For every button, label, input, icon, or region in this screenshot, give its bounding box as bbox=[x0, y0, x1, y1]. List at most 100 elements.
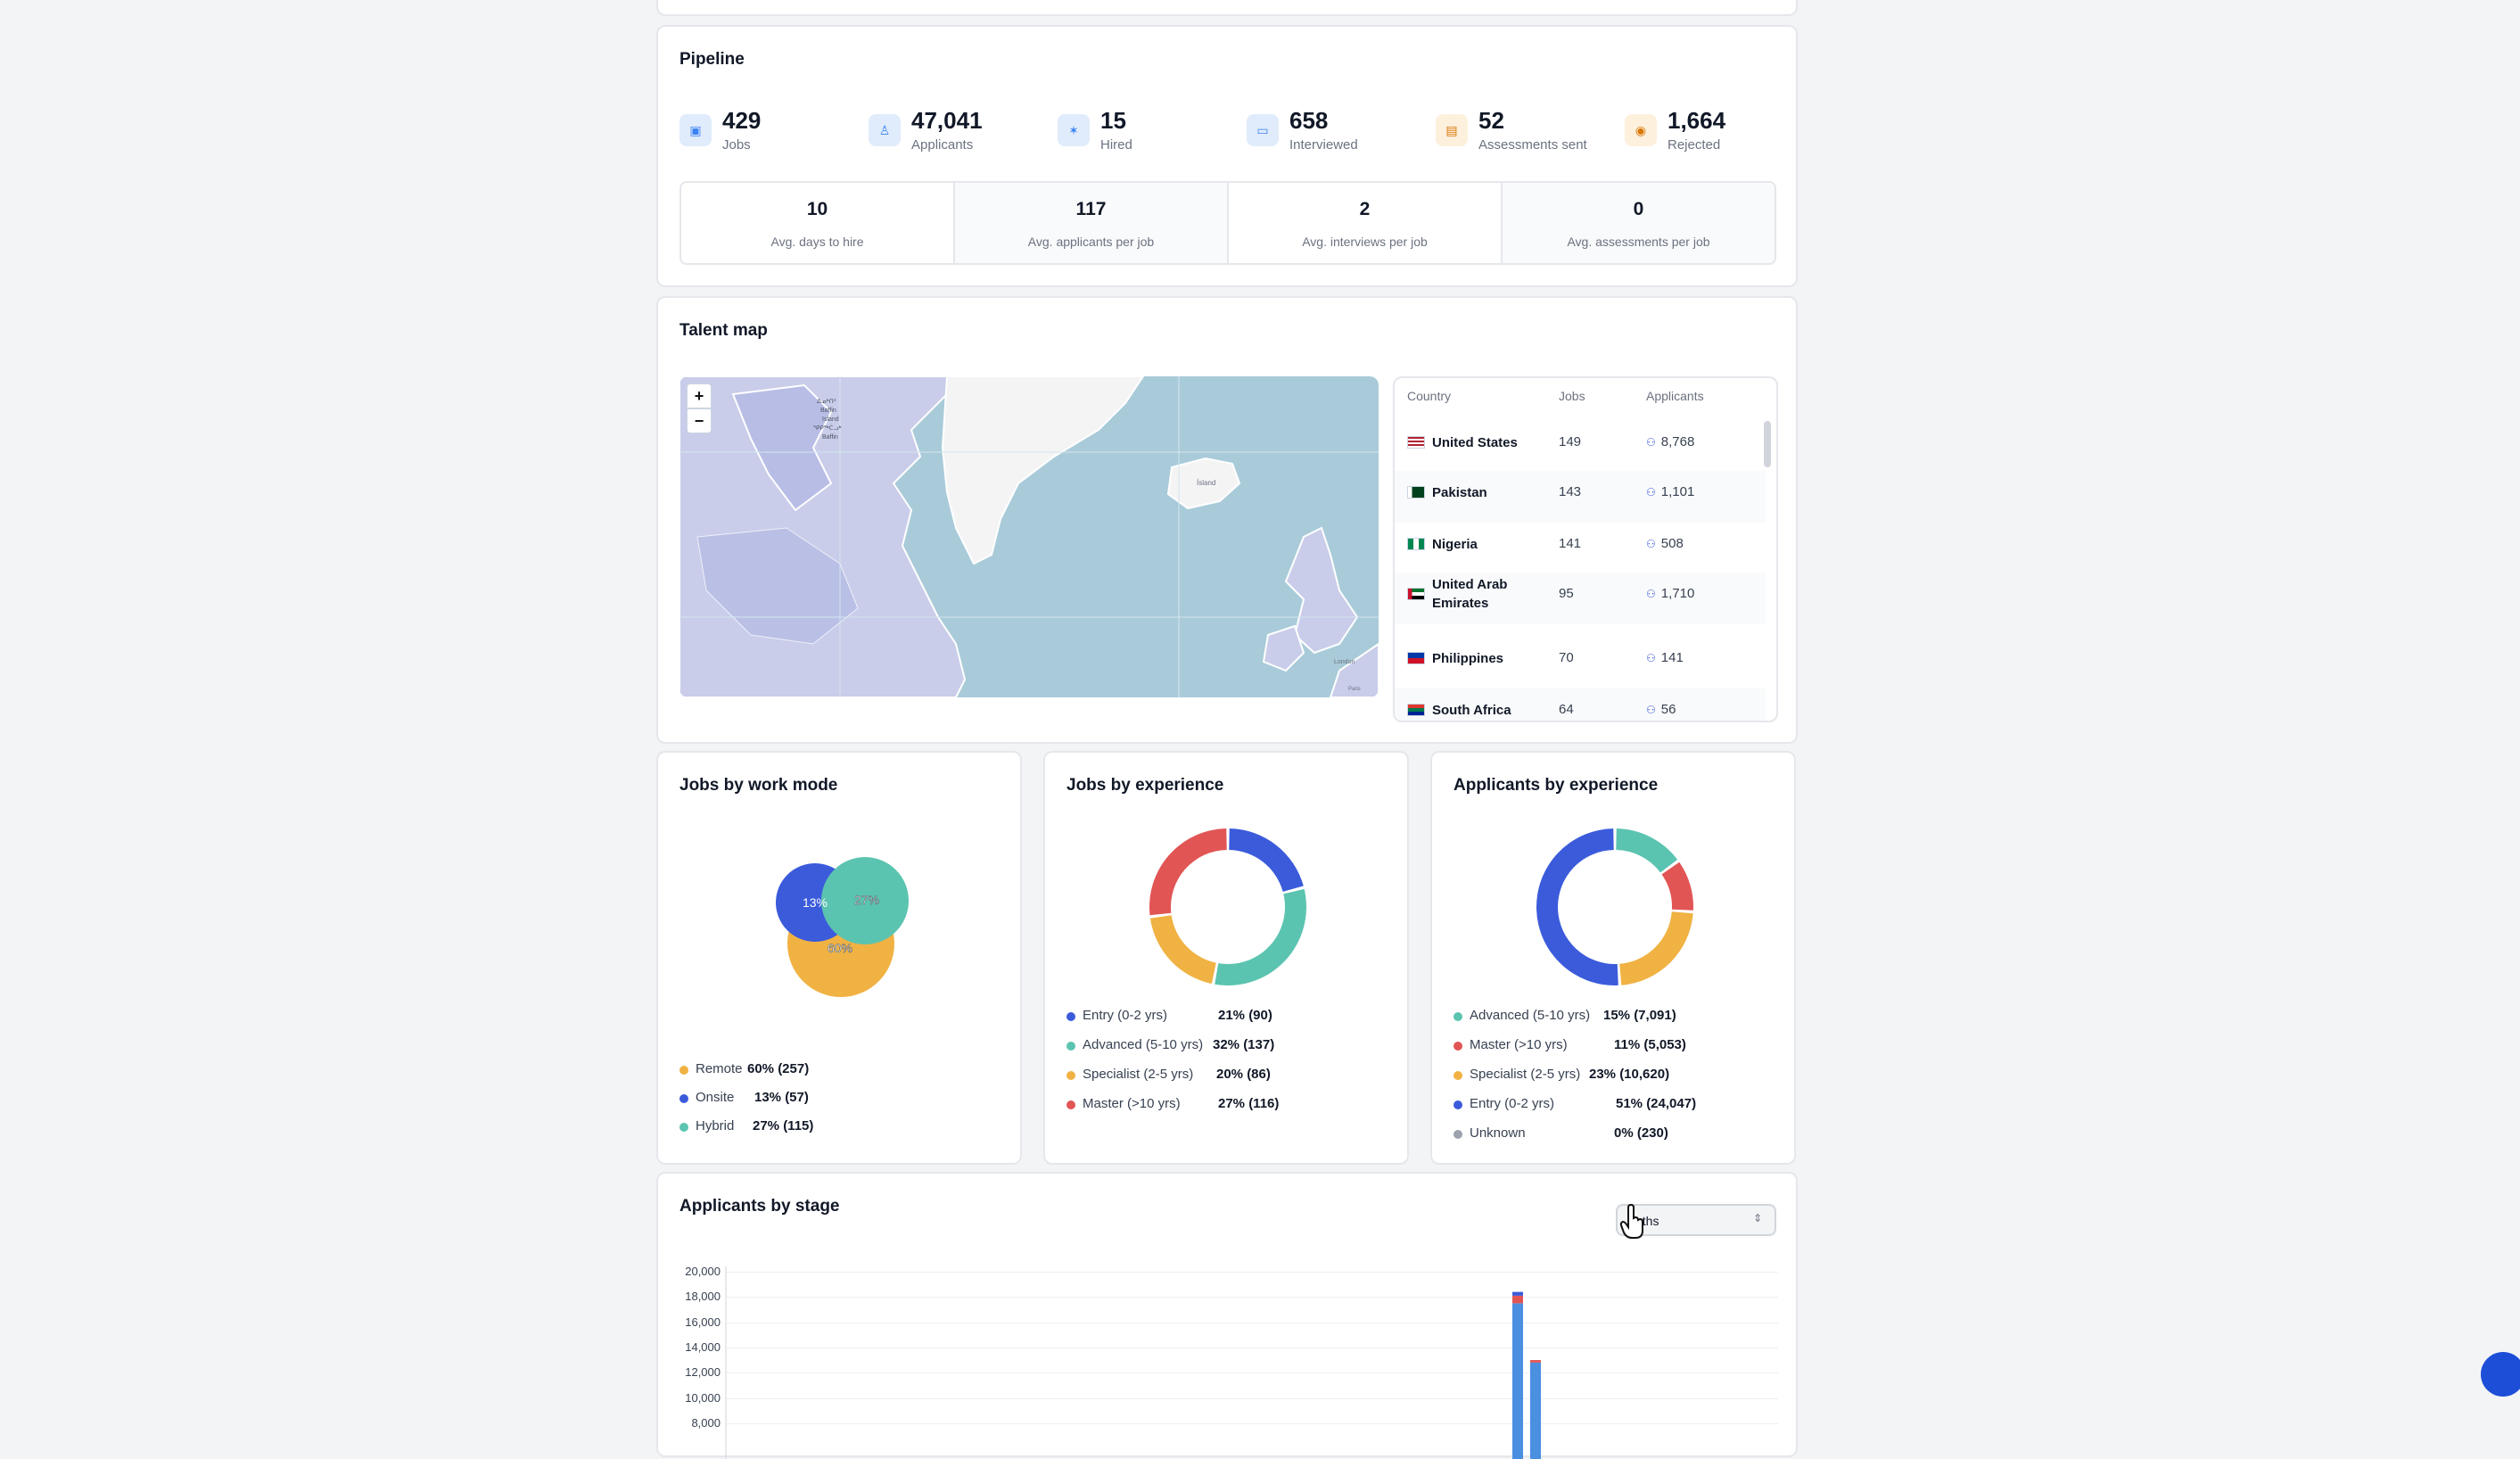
map-label-london: London bbox=[1334, 659, 1355, 665]
average-value: 2 bbox=[1359, 199, 1371, 219]
legend-value: 27% (116) bbox=[1218, 1096, 1280, 1111]
legend-swatch bbox=[1066, 1100, 1075, 1109]
legend-swatch bbox=[1066, 1042, 1075, 1051]
average-label: Avg. applicants per job bbox=[1027, 235, 1155, 249]
country-applicants-cell: ⚇ 508 bbox=[1646, 536, 1684, 551]
average-cell: 2 Avg. interviews per job bbox=[1229, 183, 1503, 263]
filter-bar bbox=[656, 0, 1798, 16]
country-jobs: 141 bbox=[1559, 536, 1582, 551]
legend-value: 20% (86) bbox=[1216, 1067, 1271, 1082]
donut-slice[interactable] bbox=[1215, 888, 1306, 985]
table-row[interactable]: Nigeria 141 ⚇ 508 bbox=[1395, 523, 1766, 574]
map-canvas: Ísland London ᐃᓄᒃᑎᑦ Baffin Island ᕿᑭᖅᑖᓗᒃ… bbox=[679, 376, 1379, 697]
stat-label: Jobs bbox=[722, 137, 751, 152]
flag-icon bbox=[1407, 538, 1425, 550]
talent-map-title: Talent map bbox=[679, 321, 768, 340]
stage-bar-segment[interactable] bbox=[1512, 1291, 1523, 1296]
hybrid-bubble[interactable] bbox=[821, 857, 909, 944]
legend-swatch bbox=[1066, 1012, 1075, 1021]
stat-label: Interviewed bbox=[1289, 137, 1358, 152]
stat-value: 47,041 bbox=[911, 107, 983, 134]
chat-launcher-button[interactable] bbox=[2481, 1352, 2520, 1397]
donut-slice[interactable] bbox=[1661, 861, 1693, 911]
country-applicants: 8,768 bbox=[1660, 434, 1695, 449]
gridline bbox=[726, 1397, 1778, 1399]
stage-bar-segment[interactable] bbox=[1530, 1362, 1541, 1459]
average-cell: 0 Avg. assessments per job bbox=[1503, 183, 1775, 263]
world-map[interactable]: Ísland London ᐃᓄᒃᑎᑦ Baffin Island ᕿᑭᖅᑖᓗᒃ… bbox=[679, 376, 1379, 697]
legend-label: Onsite bbox=[696, 1090, 735, 1105]
map-label: ᐃᓄᒃᑎᑦ bbox=[817, 399, 836, 405]
zoom-out-button[interactable]: − bbox=[687, 408, 712, 433]
legend-label: Master (>10 yrs) bbox=[1083, 1096, 1181, 1111]
donut-slice[interactable] bbox=[1619, 911, 1693, 985]
hudson-area bbox=[696, 527, 859, 645]
map-label: Baffin bbox=[822, 434, 838, 441]
baffin-island bbox=[731, 383, 833, 512]
country-applicants: 1,101 bbox=[1660, 484, 1695, 499]
y-tick-label: 18,000 bbox=[685, 1290, 721, 1304]
column-header-jobs: Jobs bbox=[1559, 389, 1585, 403]
legend-swatch bbox=[679, 1066, 688, 1075]
table-row[interactable]: South Africa 64 ⚇ 56 bbox=[1395, 688, 1766, 721]
legend-value: 32% (137) bbox=[1213, 1037, 1275, 1052]
zoom-in-button[interactable]: + bbox=[687, 383, 712, 408]
donut-slice[interactable] bbox=[1149, 915, 1216, 985]
legend-swatch bbox=[1454, 1130, 1462, 1139]
flag-icon bbox=[1407, 436, 1425, 449]
stage-bar-segment[interactable] bbox=[1512, 1295, 1523, 1304]
country-name: Nigeria bbox=[1432, 537, 1478, 552]
legend-swatch bbox=[679, 1123, 688, 1132]
table-row[interactable]: United States 149 ⚇ 8,768 bbox=[1395, 421, 1766, 473]
video-icon: ▭ bbox=[1247, 114, 1279, 146]
legend-label: Entry (0-2 yrs) bbox=[1083, 1008, 1168, 1023]
legend-label: Advanced (5-10 yrs) bbox=[1083, 1037, 1204, 1052]
legend-swatch bbox=[1454, 1100, 1462, 1109]
user-icon: ♙ bbox=[869, 114, 901, 146]
table-row[interactable]: Philippines 70 ⚇ 141 bbox=[1395, 637, 1766, 688]
users-icon: ⚇ bbox=[1646, 436, 1656, 449]
briefcase-icon: ▣ bbox=[679, 114, 712, 146]
average-label: Avg. interviews per job bbox=[1302, 235, 1428, 249]
gridline bbox=[726, 1272, 1778, 1273]
legend-label: Master (>10 yrs) bbox=[1470, 1037, 1568, 1052]
average-value: 10 bbox=[806, 199, 828, 219]
hybrid-bubble-label: 27% bbox=[854, 893, 879, 907]
donut-slice[interactable] bbox=[1149, 828, 1227, 916]
legend-value: 11% (5,053) bbox=[1614, 1037, 1686, 1052]
users-icon: ⚇ bbox=[1646, 652, 1656, 664]
greenland bbox=[941, 376, 1145, 565]
stat-value: 658 bbox=[1289, 107, 1329, 134]
country-applicants-cell: ⚇ 8,768 bbox=[1646, 434, 1694, 449]
average-cell: 117 Avg. applicants per job bbox=[955, 183, 1229, 263]
country-applicants: 1,710 bbox=[1660, 586, 1695, 601]
jobs-experience-donut bbox=[1149, 828, 1306, 985]
table-row[interactable]: Pakistan 143 ⚇ 1,101 bbox=[1395, 471, 1766, 523]
stage-bar-segment[interactable] bbox=[1512, 1303, 1523, 1459]
remote-bubble-label: 60% bbox=[828, 941, 852, 955]
country-applicants-cell: ⚇ 141 bbox=[1646, 650, 1684, 665]
country-table[interactable]: Country Jobs Applicants United States 149… bbox=[1393, 376, 1778, 722]
country-jobs: 64 bbox=[1559, 702, 1574, 717]
table-row[interactable]: United Arab Emirates 95 ⚇ 1,710 bbox=[1395, 573, 1766, 624]
legend-swatch bbox=[1066, 1071, 1075, 1080]
stage-bar-segment[interactable] bbox=[1530, 1360, 1541, 1363]
donut-slice[interactable] bbox=[1616, 828, 1678, 873]
applicants-experience-donut bbox=[1536, 828, 1693, 985]
table-scrollbar[interactable] bbox=[1764, 421, 1771, 467]
donut-slice[interactable] bbox=[1536, 828, 1618, 985]
legend-label: Advanced (5-10 yrs) bbox=[1470, 1008, 1591, 1023]
flag-icon bbox=[1407, 704, 1425, 716]
average-label: Avg. days to hire bbox=[770, 235, 864, 249]
averages-row: 10 Avg. days to hire 117 Avg. applicants pe… bbox=[679, 181, 1776, 265]
country-applicants-cell: ⚇ 56 bbox=[1646, 702, 1676, 717]
legend-value: 21% (90) bbox=[1218, 1008, 1272, 1023]
gridline bbox=[726, 1372, 1778, 1374]
y-tick-label: 20,000 bbox=[685, 1265, 721, 1278]
legend-value: 15% (7,091) bbox=[1603, 1008, 1676, 1023]
y-tick-label: 12,000 bbox=[685, 1365, 721, 1380]
donut-slice[interactable] bbox=[1229, 828, 1304, 892]
country-name: Pakistan bbox=[1432, 485, 1487, 500]
pipeline-card: Pipeline ▣ 429 Jobs ♙ 47,041 Applicants ✶ 15 Hir… bbox=[656, 25, 1798, 287]
ireland bbox=[1262, 624, 1305, 672]
